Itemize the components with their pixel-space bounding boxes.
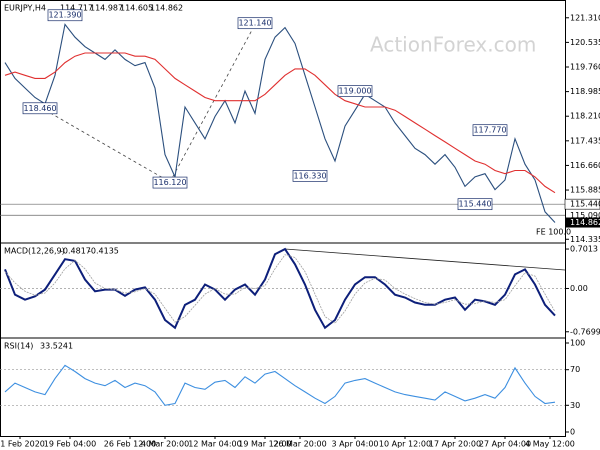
macd-header: MACD(12,26,9) (4, 247, 65, 256)
symbol: EURJPY,H4 (4, 4, 46, 13)
annotation-box (237, 17, 273, 30)
y-tick-label: 118.210 (570, 112, 600, 121)
series-line (4, 364, 556, 406)
y-tick-label: 119.760 (570, 62, 600, 71)
series-line (4, 23, 556, 223)
divergence-line (284, 248, 566, 271)
y-tick-label: 0 (570, 428, 575, 437)
annotation-label: 121.390 (48, 11, 81, 20)
rsi-header: RSI(14) (4, 342, 33, 351)
annotation-label: 116.120 (153, 178, 186, 187)
x-tick-label: 11 Feb 2020 (0, 440, 45, 449)
watermark: ActionForex.com (370, 33, 536, 57)
fe-label: FE 100.0 (536, 228, 571, 237)
x-tick-label: 17 Apr 20:00 (429, 440, 481, 449)
x-tick-label: 4 May 12:00 (525, 440, 575, 449)
y-tick-label: 0.00 (570, 284, 588, 293)
annotation-label: 118.460 (23, 104, 56, 113)
open: 114.717 (60, 4, 93, 13)
annotation-box (337, 85, 373, 97)
annotation-label: 117.770 (473, 126, 506, 135)
close: 114.862 (150, 4, 183, 13)
y-tick-label: 121.310 (570, 13, 600, 22)
price-header: EURJPY,H4 114.717 114.987 114.605 114.86… (4, 4, 183, 13)
y-tick-label: 115.885 (570, 186, 600, 195)
annotation-label: 115.440 (458, 200, 491, 209)
annotation-box (152, 176, 188, 189)
trendline (39, 106, 171, 183)
annotation-label: 121.140 (238, 19, 271, 28)
annotation-box (472, 124, 508, 137)
x-tick-label: 12 Mar 04:00 (188, 440, 241, 449)
y-tick-label: 70 (570, 365, 580, 374)
y-tick-label: 114.335 (570, 235, 600, 244)
series-line (4, 52, 556, 194)
series-line (4, 254, 556, 324)
level-label: 115.440 (570, 200, 600, 209)
y-tick-label: 30 (570, 401, 580, 410)
y-tick-label: 0.7013 (570, 245, 598, 254)
x-tick-label: 10 Apr 12:00 (379, 440, 431, 449)
series-line (4, 247, 556, 330)
x-tick-label: 19 Mar 12:00 (238, 440, 291, 449)
x-tick-label: 26 Feb 12:00 (104, 440, 156, 449)
level-label: 115.090 (570, 211, 600, 220)
rsi-value: 33.5241 (40, 342, 73, 351)
y-tick-label: 118.985 (570, 87, 600, 96)
x-tick-label: 3 Apr 04:00 (331, 440, 378, 449)
annotation-box (457, 198, 493, 211)
y-tick-label: 120.535 (570, 38, 600, 47)
level-tag (564, 198, 600, 210)
trendline (169, 29, 253, 183)
x-tick-label: 19 Feb 04:00 (44, 440, 96, 449)
low: 114.605 (120, 4, 153, 13)
annotation-box (292, 170, 328, 182)
signal-value: -0.4135 (88, 247, 119, 256)
price-tag (565, 217, 600, 228)
macd-value: -0.4817 (60, 247, 91, 256)
annotation-box (47, 9, 83, 22)
y-tick-label: -0.7699 (570, 327, 600, 336)
annotation-label: 119.000 (338, 87, 371, 96)
x-tick-label: 4 Mar 20:00 (141, 440, 189, 449)
price-tag-label: 114.862 (570, 218, 600, 227)
high: 114.987 (90, 4, 123, 13)
x-tick-label: 26 Mar 20:00 (273, 440, 326, 449)
y-tick-label: 116.660 (570, 161, 600, 170)
annotation-box (22, 102, 58, 115)
y-tick-label: 100 (570, 339, 585, 348)
x-tick-label: 27 Apr 04:00 (479, 440, 531, 449)
y-tick-label: 117.435 (570, 136, 600, 145)
annotation-label: 116.330 (293, 171, 326, 180)
